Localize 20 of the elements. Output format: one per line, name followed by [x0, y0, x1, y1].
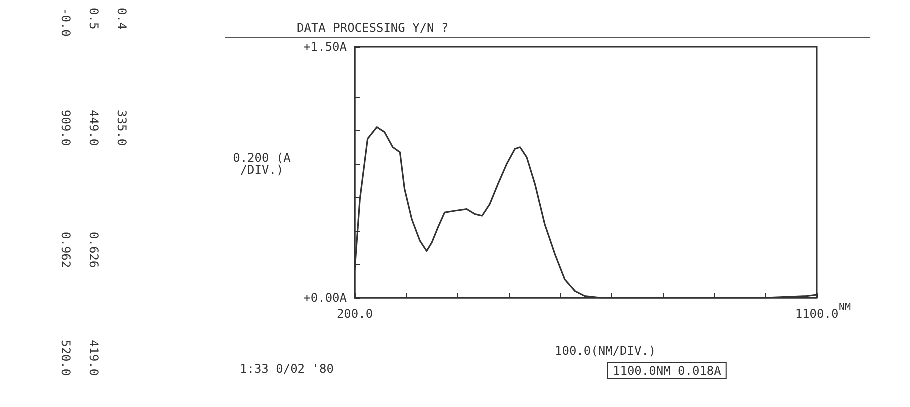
text: 0.626: [87, 232, 101, 268]
x-axis-title: NM: [839, 302, 852, 314]
text: 419.0: [87, 340, 101, 376]
text: -0.0: [59, 8, 73, 37]
x-tick-label: 1100.0: [795, 307, 839, 321]
text: 1:33 0/02 '80: [240, 362, 334, 376]
y-tick-label: +1.50A: [304, 40, 348, 54]
text: 0.4: [115, 8, 129, 30]
y-axis-title: 0.200 (A/DIV.): [233, 151, 292, 177]
text: 100.0(NM/DIV.): [555, 344, 656, 358]
text: 0.962: [59, 232, 73, 268]
text: 0.5: [87, 8, 101, 30]
text: 520.0: [59, 340, 73, 376]
text: 1100.0NM 0.018A: [613, 364, 722, 378]
y-tick-label: +0.00A: [304, 291, 348, 305]
text: 909.0: [59, 110, 73, 146]
chart-title: DATA PROCESSING Y/N ?: [297, 21, 449, 35]
text: 335.0: [115, 110, 129, 146]
x-tick-label: 200.0: [336, 307, 374, 321]
text: 449.0: [87, 110, 101, 146]
